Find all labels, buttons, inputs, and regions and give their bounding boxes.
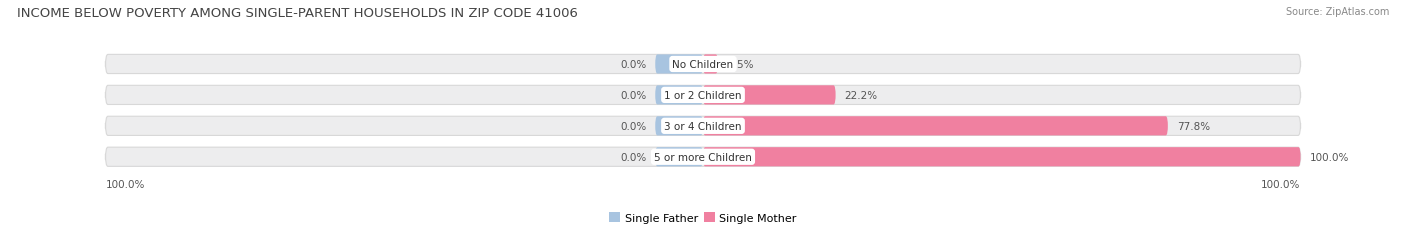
FancyBboxPatch shape [703,117,1168,136]
Text: 0.0%: 0.0% [620,91,647,100]
Text: 5 or more Children: 5 or more Children [654,152,752,162]
FancyBboxPatch shape [655,148,703,167]
Text: 0.0%: 0.0% [620,60,647,70]
Legend: Single Father, Single Mother: Single Father, Single Mother [605,208,801,227]
FancyBboxPatch shape [105,148,1301,167]
FancyBboxPatch shape [703,86,835,105]
FancyBboxPatch shape [105,55,1301,74]
Text: 0.0%: 0.0% [620,121,647,131]
Text: No Children: No Children [672,60,734,70]
FancyBboxPatch shape [703,148,1301,167]
Text: 100.0%: 100.0% [1309,152,1348,162]
Text: Source: ZipAtlas.com: Source: ZipAtlas.com [1285,7,1389,17]
Text: 100.0%: 100.0% [1261,179,1301,189]
Text: 2.5%: 2.5% [727,60,754,70]
Text: 100.0%: 100.0% [105,179,145,189]
FancyBboxPatch shape [105,117,1301,136]
Text: INCOME BELOW POVERTY AMONG SINGLE-PARENT HOUSEHOLDS IN ZIP CODE 41006: INCOME BELOW POVERTY AMONG SINGLE-PARENT… [17,7,578,20]
FancyBboxPatch shape [703,55,718,74]
FancyBboxPatch shape [655,55,703,74]
Text: 3 or 4 Children: 3 or 4 Children [664,121,742,131]
Text: 77.8%: 77.8% [1177,121,1211,131]
Text: 0.0%: 0.0% [620,152,647,162]
FancyBboxPatch shape [655,117,703,136]
Text: 22.2%: 22.2% [845,91,877,100]
FancyBboxPatch shape [655,86,703,105]
FancyBboxPatch shape [105,86,1301,105]
Text: 1 or 2 Children: 1 or 2 Children [664,91,742,100]
